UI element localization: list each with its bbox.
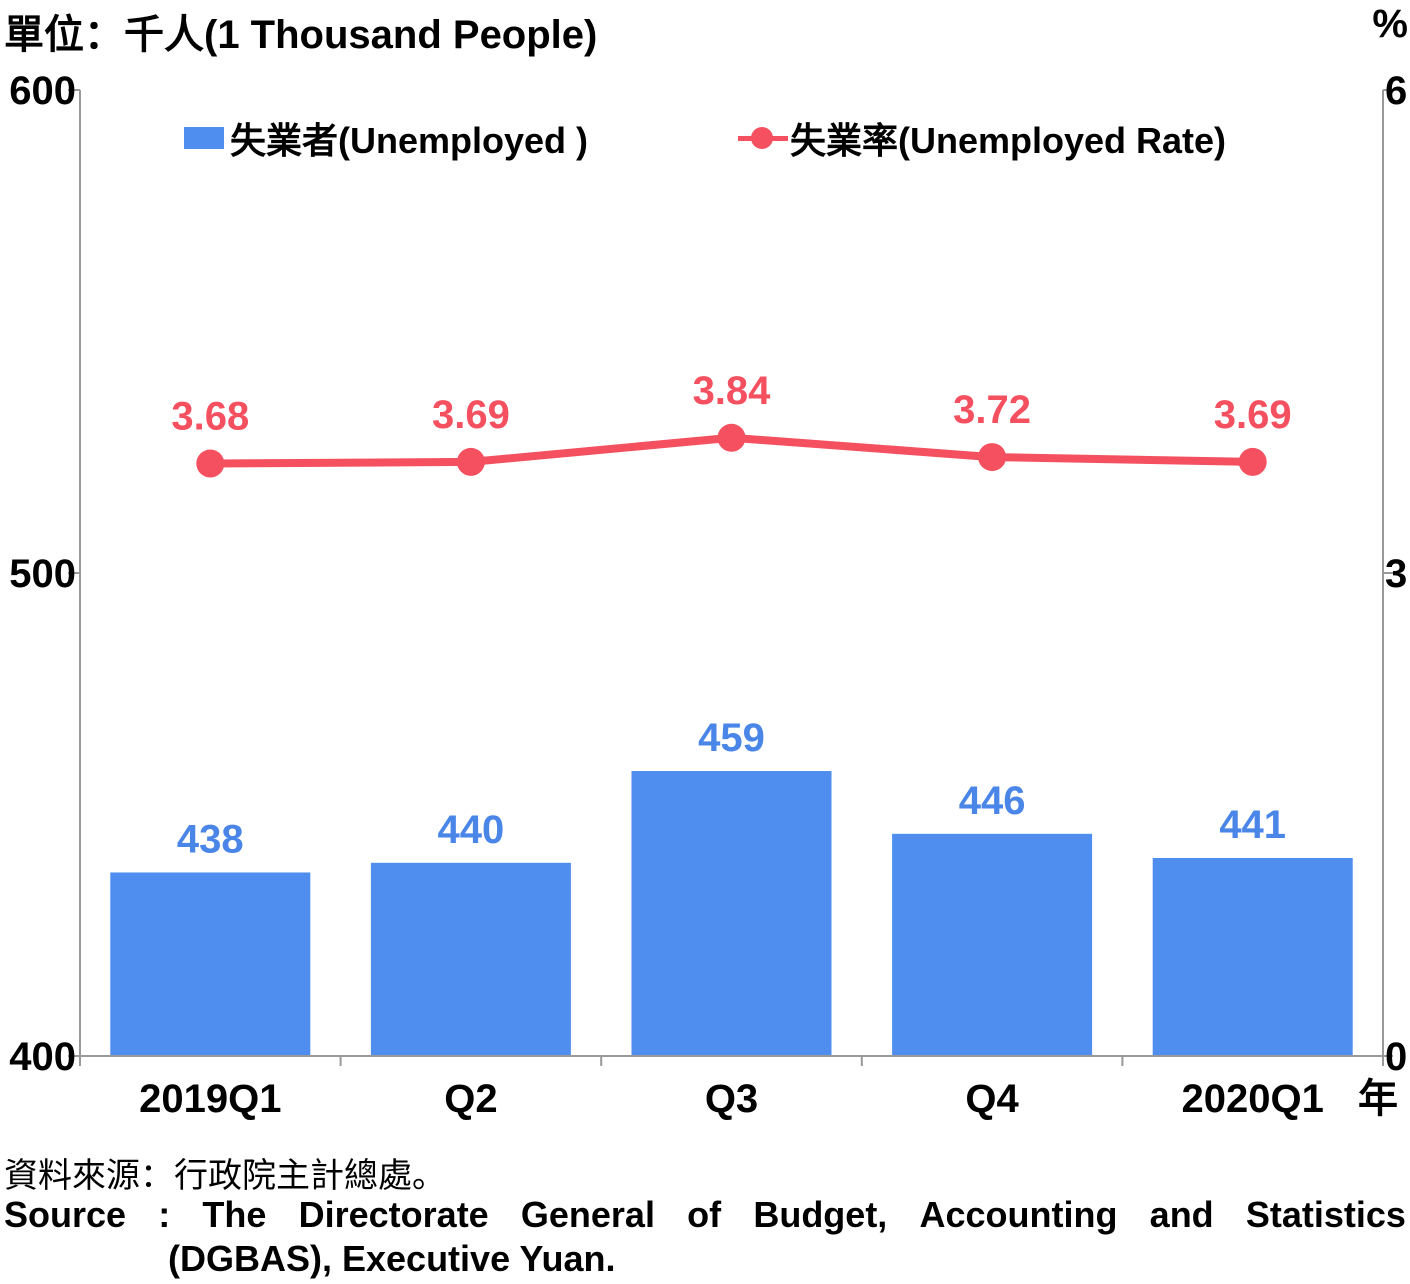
rate-point	[456, 447, 485, 476]
source-en-word: and	[1149, 1194, 1214, 1235]
left-tick-label: 400	[9, 1035, 76, 1079]
x-tick-label: 2019Q1	[139, 1077, 281, 1121]
bar-value-label: 459	[698, 716, 765, 760]
source-en-word: of	[687, 1194, 722, 1235]
x-tick-label: Q2	[444, 1077, 497, 1121]
source-en-word: Directorate	[298, 1194, 489, 1235]
right-tick-label: 0	[1385, 1035, 1407, 1079]
source-en-word: The	[202, 1194, 267, 1235]
rate-value-label: 3.68	[171, 395, 249, 439]
rate-point	[196, 449, 225, 478]
rate-point	[978, 443, 1007, 472]
bar-unemployed	[110, 872, 311, 1056]
bar-unemployed	[631, 771, 832, 1056]
x-axis-unit-label: 年	[1358, 1076, 1398, 1122]
source-en-line1: Source: The Directorate General of Budget, Acc…	[4, 1194, 1406, 1236]
legend-line-label: 失業率(Unemployed Rate)	[790, 120, 1227, 161]
source-en-word: Source	[4, 1194, 127, 1235]
x-tick-label: Q4	[965, 1077, 1019, 1121]
bar-unemployed	[370, 862, 571, 1056]
bar-value-label: 441	[1219, 803, 1286, 847]
left-tick-label: 500	[9, 552, 76, 596]
bar-value-label: 438	[177, 817, 244, 861]
rate-value-label: 3.72	[953, 388, 1031, 432]
source-en-word: Accounting	[919, 1194, 1118, 1235]
right-tick-label: 3	[1385, 552, 1407, 596]
legend-bar-label: 失業者(Unemployed )	[230, 120, 589, 161]
left-axis-unit-label: 單位：千人(1 Thousand People)	[4, 13, 598, 57]
rate-value-label: 3.69	[1214, 393, 1292, 437]
legend-item-unemployed-rate: 失業率(Unemployed Rate)	[738, 112, 1226, 164]
source-en-word: General	[520, 1194, 655, 1235]
right-tick-label: 6	[1385, 69, 1407, 113]
source-en-word: :	[158, 1194, 171, 1235]
rate-point	[1238, 447, 1267, 476]
source-zh: 資料來源：行政院主計總處。	[4, 1157, 446, 1195]
source-en-word: Statistics	[1245, 1194, 1406, 1235]
source-en-word: Budget,	[753, 1194, 888, 1235]
right-axis-unit-label: %	[1372, 2, 1408, 46]
source-en-line2: (DGBAS), Executive Yuan.	[168, 1238, 616, 1279]
x-tick-label: Q3	[705, 1077, 758, 1121]
legend-bar-swatch	[184, 127, 224, 149]
legend-item-unemployed: 失業者(Unemployed )	[184, 112, 588, 164]
bar-unemployed	[892, 833, 1093, 1056]
bar-unemployed	[1152, 857, 1353, 1056]
left-tick-label: 600	[9, 69, 76, 113]
rate-value-label: 3.84	[693, 369, 772, 413]
bar-value-label: 446	[959, 779, 1026, 823]
x-tick-label: 2020Q1	[1182, 1077, 1324, 1121]
rate-value-label: 3.69	[432, 393, 510, 437]
legend-line-swatch	[738, 127, 788, 149]
rate-point	[717, 423, 746, 452]
bar-value-label: 440	[438, 808, 505, 852]
